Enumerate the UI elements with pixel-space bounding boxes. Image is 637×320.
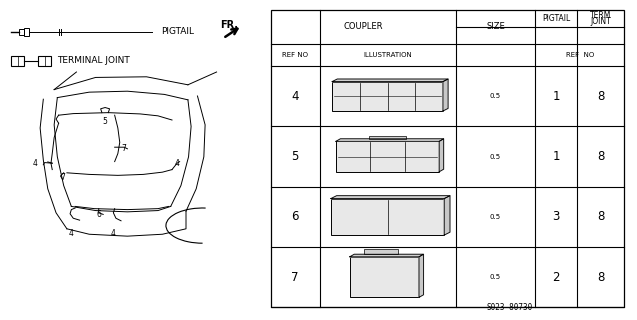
Bar <box>19 29 24 35</box>
Text: 1: 1 <box>552 150 560 163</box>
Text: COUPLER: COUPLER <box>343 22 383 31</box>
Text: 4: 4 <box>32 159 38 168</box>
Text: 0.5: 0.5 <box>490 93 501 99</box>
Text: 5: 5 <box>103 117 108 126</box>
Text: PIGTAIL: PIGTAIL <box>161 28 194 36</box>
Text: 7: 7 <box>291 271 299 284</box>
Text: 6: 6 <box>291 210 299 223</box>
Bar <box>11 56 24 66</box>
Bar <box>369 136 406 139</box>
Polygon shape <box>419 254 424 297</box>
Text: 5: 5 <box>292 150 299 163</box>
Text: 7: 7 <box>60 173 65 182</box>
Text: 0.5: 0.5 <box>490 154 501 160</box>
Text: SIZE: SIZE <box>486 22 505 31</box>
Text: 4: 4 <box>291 90 299 103</box>
Text: 8: 8 <box>597 210 605 223</box>
Bar <box>38 56 51 66</box>
Bar <box>271 10 624 307</box>
Bar <box>331 199 444 235</box>
Bar <box>364 250 398 254</box>
Text: 3: 3 <box>552 210 560 223</box>
Text: 2: 2 <box>552 271 560 284</box>
Bar <box>332 82 443 111</box>
Text: 7: 7 <box>122 144 127 153</box>
Text: S023-80730: S023-80730 <box>487 303 533 312</box>
Text: REF  NO: REF NO <box>566 52 594 58</box>
Text: 6: 6 <box>96 210 101 219</box>
Bar <box>24 28 29 36</box>
Text: 8: 8 <box>597 150 605 163</box>
Polygon shape <box>350 254 424 257</box>
Text: TERM: TERM <box>590 11 612 20</box>
Polygon shape <box>443 79 448 111</box>
Polygon shape <box>336 139 443 141</box>
Polygon shape <box>439 139 443 172</box>
Polygon shape <box>444 196 450 235</box>
Text: TERMINAL JOINT: TERMINAL JOINT <box>57 56 130 65</box>
Text: JOINT: JOINT <box>590 17 611 26</box>
Text: 8: 8 <box>597 90 605 103</box>
Text: 0.5: 0.5 <box>490 274 501 280</box>
Text: 8: 8 <box>597 271 605 284</box>
Polygon shape <box>332 79 448 82</box>
Text: FR.: FR. <box>220 20 238 30</box>
Text: REF NO: REF NO <box>282 52 308 58</box>
Text: 4: 4 <box>111 229 116 238</box>
Polygon shape <box>331 196 450 199</box>
Text: PIGTAIL: PIGTAIL <box>542 14 570 23</box>
Text: 0.5: 0.5 <box>490 214 501 220</box>
Text: 1: 1 <box>552 90 560 103</box>
Text: ILLUSTRATION: ILLUSTRATION <box>363 52 412 58</box>
Bar <box>350 257 419 297</box>
Text: 4: 4 <box>69 229 74 238</box>
Bar <box>336 141 439 172</box>
Text: 4: 4 <box>175 159 180 168</box>
